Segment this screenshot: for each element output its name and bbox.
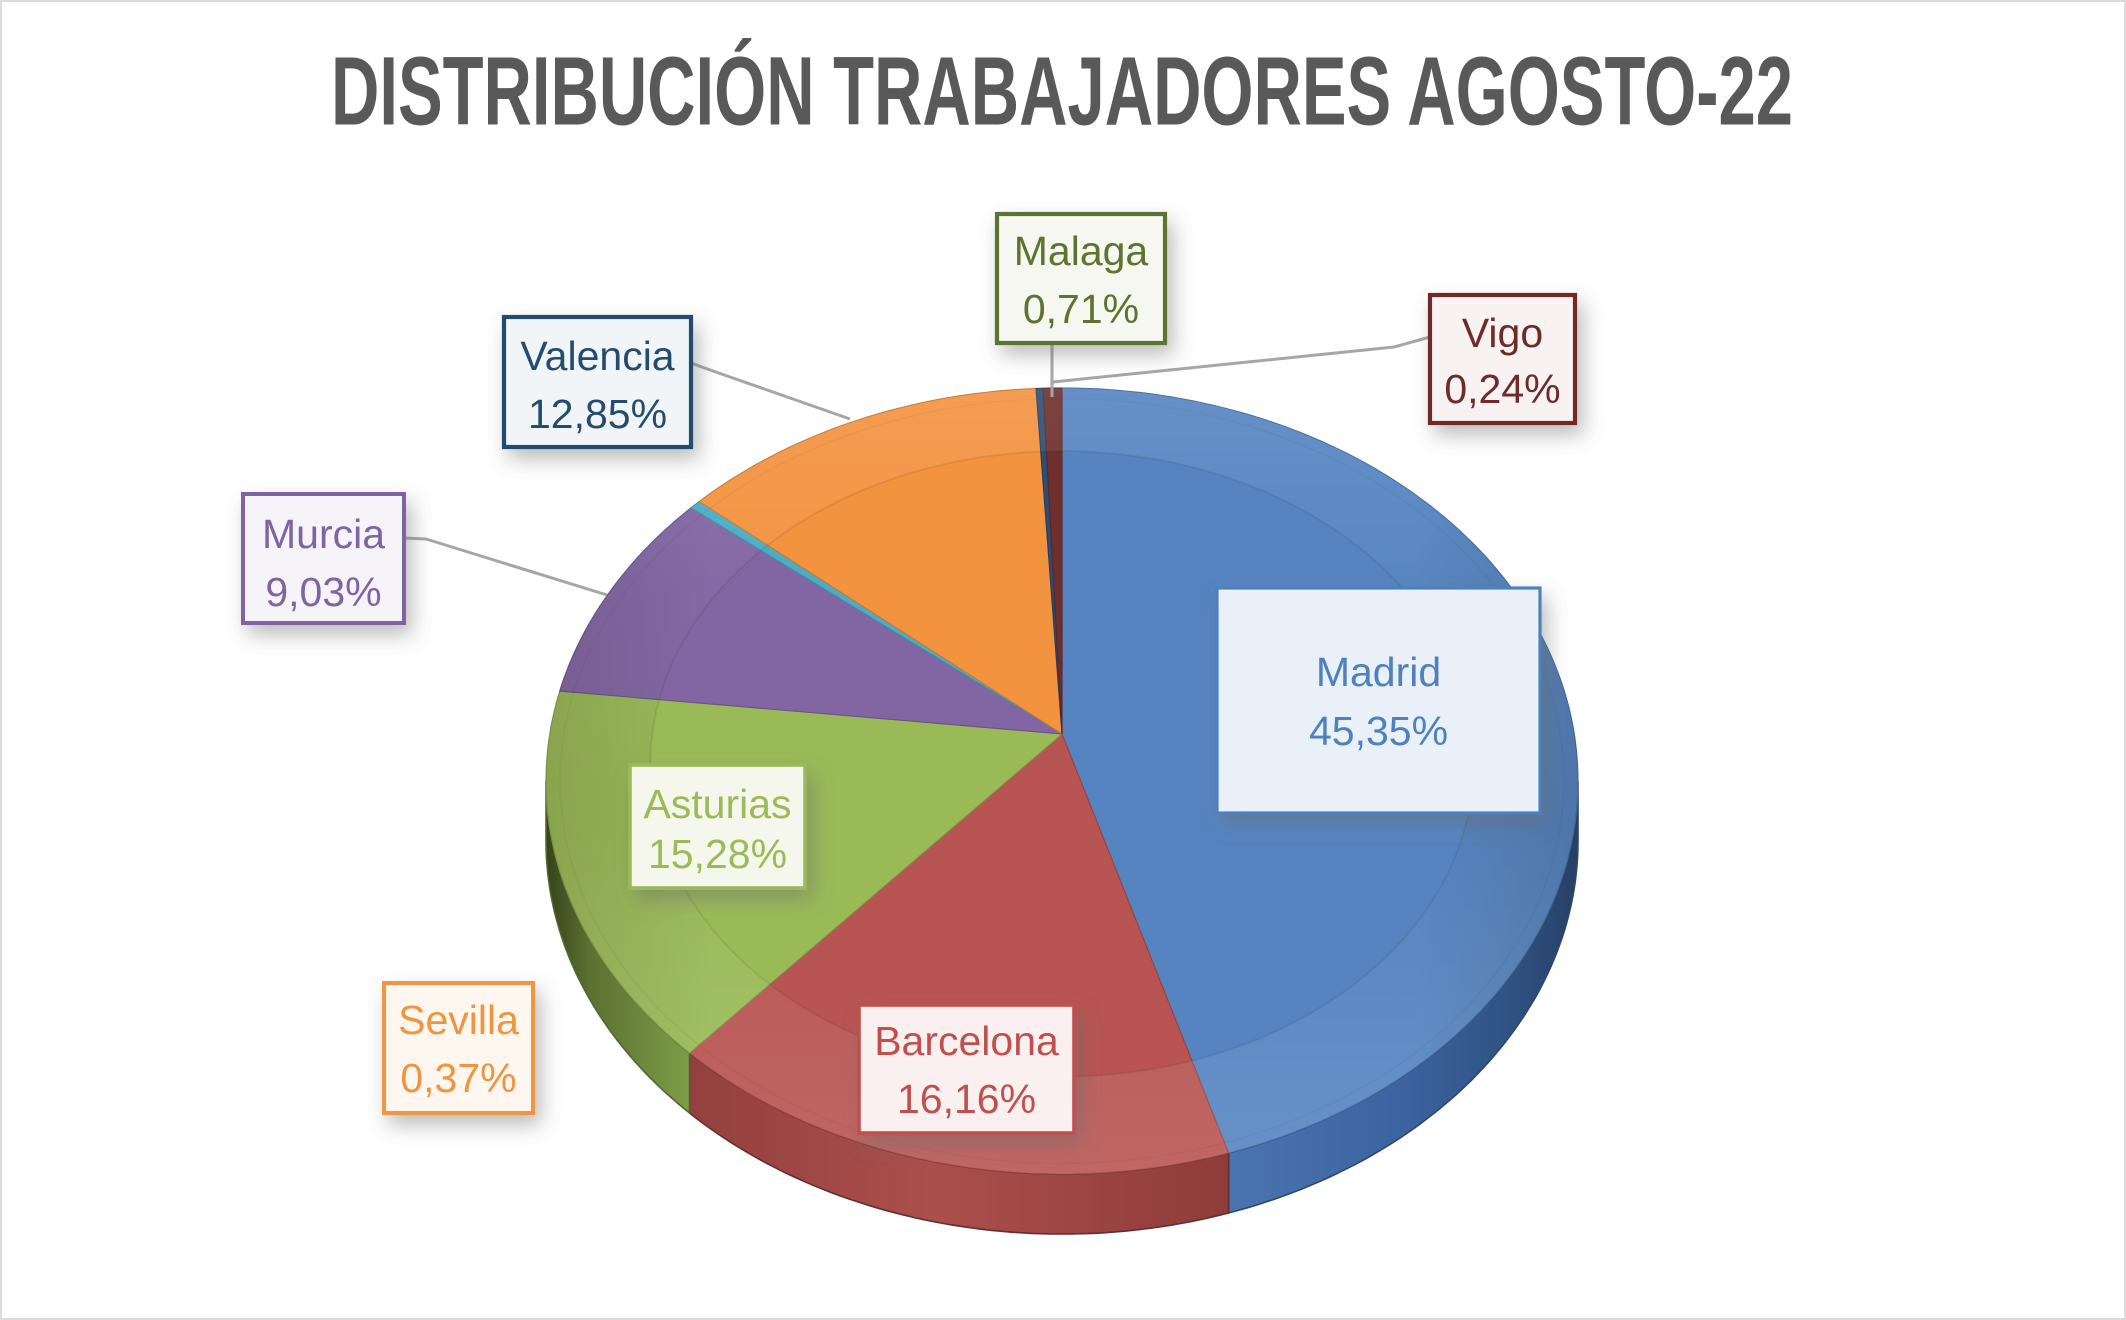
svg-text:16,16%: 16,16%: [897, 1076, 1036, 1122]
svg-text:0,24%: 0,24%: [1444, 366, 1560, 412]
svg-text:Murcia: Murcia: [262, 511, 385, 557]
svg-text:0,37%: 0,37%: [400, 1055, 516, 1101]
svg-text:Malaga: Malaga: [1014, 228, 1149, 274]
svg-text:DISTRIBUCIÓN TRABAJADORES AGOS: DISTRIBUCIÓN TRABAJADORES AGOSTO-22: [331, 37, 1793, 146]
svg-text:Sevilla: Sevilla: [398, 997, 519, 1043]
svg-text:45,35%: 45,35%: [1309, 708, 1448, 754]
svg-text:Madrid: Madrid: [1316, 649, 1441, 695]
svg-text:9,03%: 9,03%: [265, 569, 381, 615]
svg-text:0,71%: 0,71%: [1023, 286, 1139, 332]
svg-text:Asturias: Asturias: [643, 781, 791, 827]
svg-text:Vigo: Vigo: [1462, 310, 1543, 356]
svg-text:12,85%: 12,85%: [528, 391, 667, 437]
svg-text:Barcelona: Barcelona: [874, 1018, 1059, 1064]
svg-text:15,28%: 15,28%: [648, 831, 787, 877]
svg-text:Valencia: Valencia: [520, 333, 674, 379]
